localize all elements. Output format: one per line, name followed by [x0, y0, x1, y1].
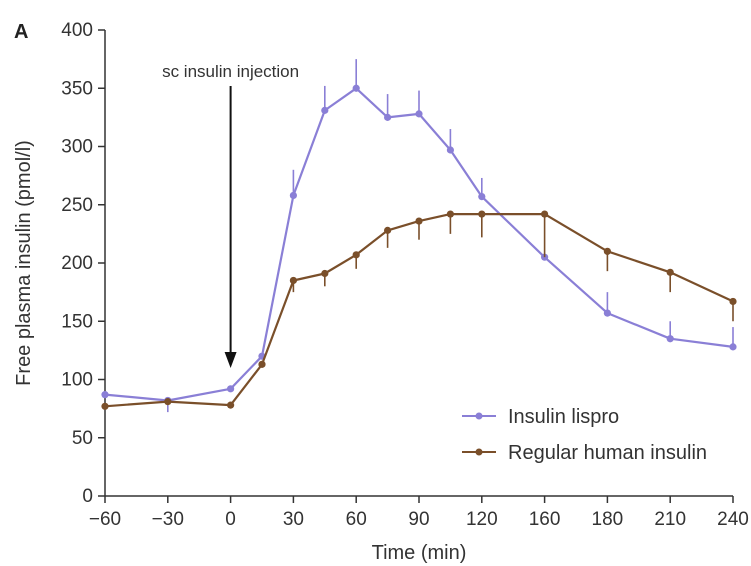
injection-arrow-head [224, 352, 237, 368]
legend-item-regular: Regular human insulin [462, 442, 707, 464]
x-tick-label: 0 [225, 509, 236, 530]
panel-label: A [14, 21, 28, 43]
y-tick-label: 50 [72, 428, 93, 449]
x-tick-label: −30 [152, 509, 184, 530]
data-point [666, 335, 674, 343]
data-point [415, 110, 423, 118]
x-tick-label: 60 [346, 509, 367, 530]
data-point [352, 251, 360, 259]
legend-label-regular: Regular human insulin [508, 442, 707, 464]
data-point [384, 226, 392, 234]
data-point [415, 217, 423, 225]
legend-swatch-marker-regular [475, 448, 483, 456]
data-point [258, 360, 266, 368]
data-point [446, 146, 454, 154]
data-point [478, 210, 486, 218]
injection-annotation-text: sc insulin injection [162, 62, 299, 81]
y-tick-label: 350 [61, 78, 93, 99]
y-tick-label: 100 [61, 370, 93, 391]
series-layer [101, 59, 737, 413]
data-point [352, 84, 360, 92]
y-tick-label: 150 [61, 311, 93, 332]
x-tick-label: −60 [89, 509, 121, 530]
data-point [478, 192, 486, 201]
y-ticks: 0 50 100 150 200 250 300 350 400 [61, 20, 105, 507]
y-tick-label: 250 [61, 195, 93, 216]
y-tick-label: 0 [82, 486, 93, 507]
x-ticks: −60 −30 0 30 60 90 120 160 180 210 240 [89, 496, 749, 530]
y-tick-label: 300 [61, 137, 93, 158]
data-point [446, 210, 454, 218]
legend: Insulin lispro Regular human insulin [462, 406, 707, 464]
data-point [729, 297, 737, 306]
data-point [384, 113, 392, 121]
data-point [321, 106, 329, 114]
data-point [603, 309, 612, 317]
legend-item-lispro: Insulin lispro [462, 406, 619, 428]
series-line [104, 213, 734, 408]
data-point [164, 398, 172, 406]
legend-swatch-marker-lispro [475, 412, 483, 420]
series-0 [101, 59, 737, 413]
x-tick-label: 30 [283, 509, 304, 530]
data-point [227, 385, 235, 393]
data-point [541, 210, 549, 218]
data-point [289, 276, 297, 285]
data-point [289, 191, 297, 200]
series-1 [101, 210, 737, 410]
data-point [729, 343, 737, 351]
y-axis-title: Free plasma insulin (pmol/l) [13, 140, 35, 386]
x-tick-label: 180 [592, 509, 624, 530]
data-point [101, 391, 109, 399]
data-point [603, 247, 612, 255]
x-tick-label: 160 [529, 509, 561, 530]
x-axis-title: Time (min) [372, 542, 467, 564]
data-point [227, 401, 235, 409]
y-tick-label: 200 [61, 253, 93, 274]
data-point [321, 269, 329, 278]
x-tick-label: 120 [466, 509, 498, 530]
legend-label-lispro: Insulin lispro [508, 406, 619, 428]
data-point [101, 402, 109, 410]
series-line [104, 87, 734, 402]
x-tick-label: 210 [654, 509, 686, 530]
x-tick-label: 90 [408, 509, 429, 530]
x-tick-label: 240 [717, 509, 749, 530]
injection-annotation: sc insulin injection [162, 62, 299, 368]
data-point [666, 268, 674, 276]
y-tick-label: 400 [61, 20, 93, 41]
